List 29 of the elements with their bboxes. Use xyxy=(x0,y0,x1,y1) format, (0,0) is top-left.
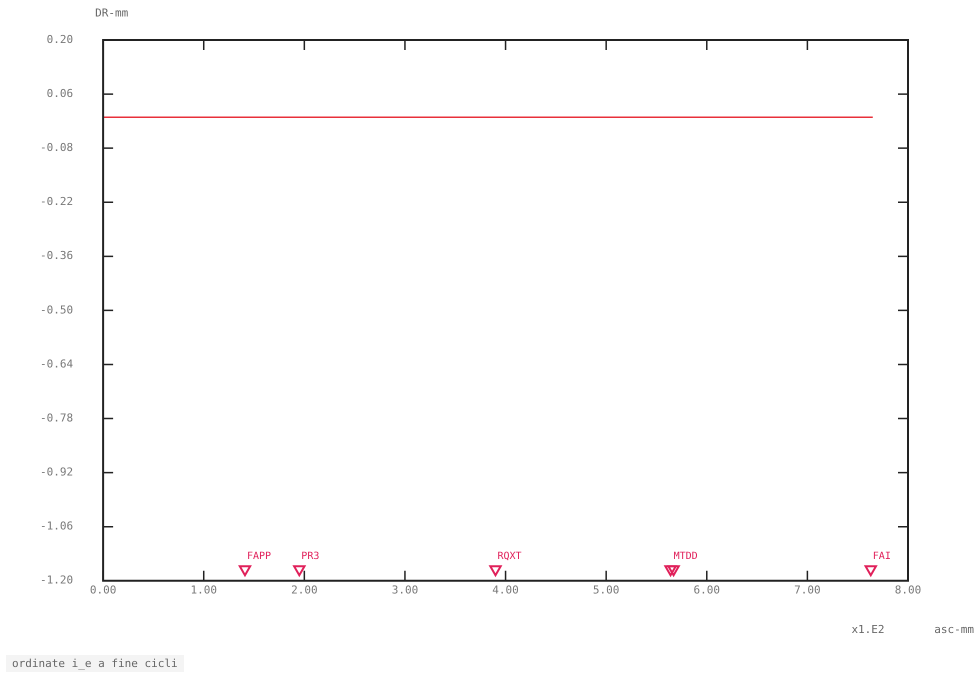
text: ordinate i_e a fine cicli xyxy=(6,655,184,672)
x-tick-label: 5.00 xyxy=(592,583,620,596)
x-tick-label: 1.00 xyxy=(190,583,217,596)
annotation: RQXT xyxy=(497,550,522,562)
x-axis-title: asc-mm xyxy=(934,623,974,636)
annotation: FAI xyxy=(872,550,891,562)
y-tick-label: -0.92 xyxy=(40,466,74,478)
annotation: FAPP xyxy=(246,550,272,562)
annotation: MTDD xyxy=(674,550,698,562)
annotation: PR3 xyxy=(301,550,320,562)
x-tick-label: 4.00 xyxy=(492,583,519,596)
y-tick-label: -0.50 xyxy=(40,303,74,316)
y-tick-label: -0.78 xyxy=(40,411,74,424)
y-tick-label: -0.36 xyxy=(40,249,74,262)
y-tick-label: -0.64 xyxy=(40,357,74,370)
y-tick-label: -1.20 xyxy=(40,574,74,587)
text: x1.E2 xyxy=(851,623,885,636)
y-tick-label: 0.06 xyxy=(46,86,74,100)
y-tick-label: -1.06 xyxy=(40,520,74,533)
x-tick-label: 8.00 xyxy=(894,583,922,596)
x-tick-label: 0.00 xyxy=(90,583,116,596)
y-tick-label: 0.20 xyxy=(46,32,74,46)
x-tick-label: 2.00 xyxy=(291,583,318,596)
x-tick-label: 6.00 xyxy=(694,583,720,596)
y-tick-label: -0.22 xyxy=(40,195,74,208)
x-tick-label: 3.00 xyxy=(392,583,418,596)
y-axis-title: DR-mm xyxy=(95,6,129,20)
y-tick-label: -0.08 xyxy=(40,141,74,154)
x-tick-label: 7.00 xyxy=(794,583,821,596)
